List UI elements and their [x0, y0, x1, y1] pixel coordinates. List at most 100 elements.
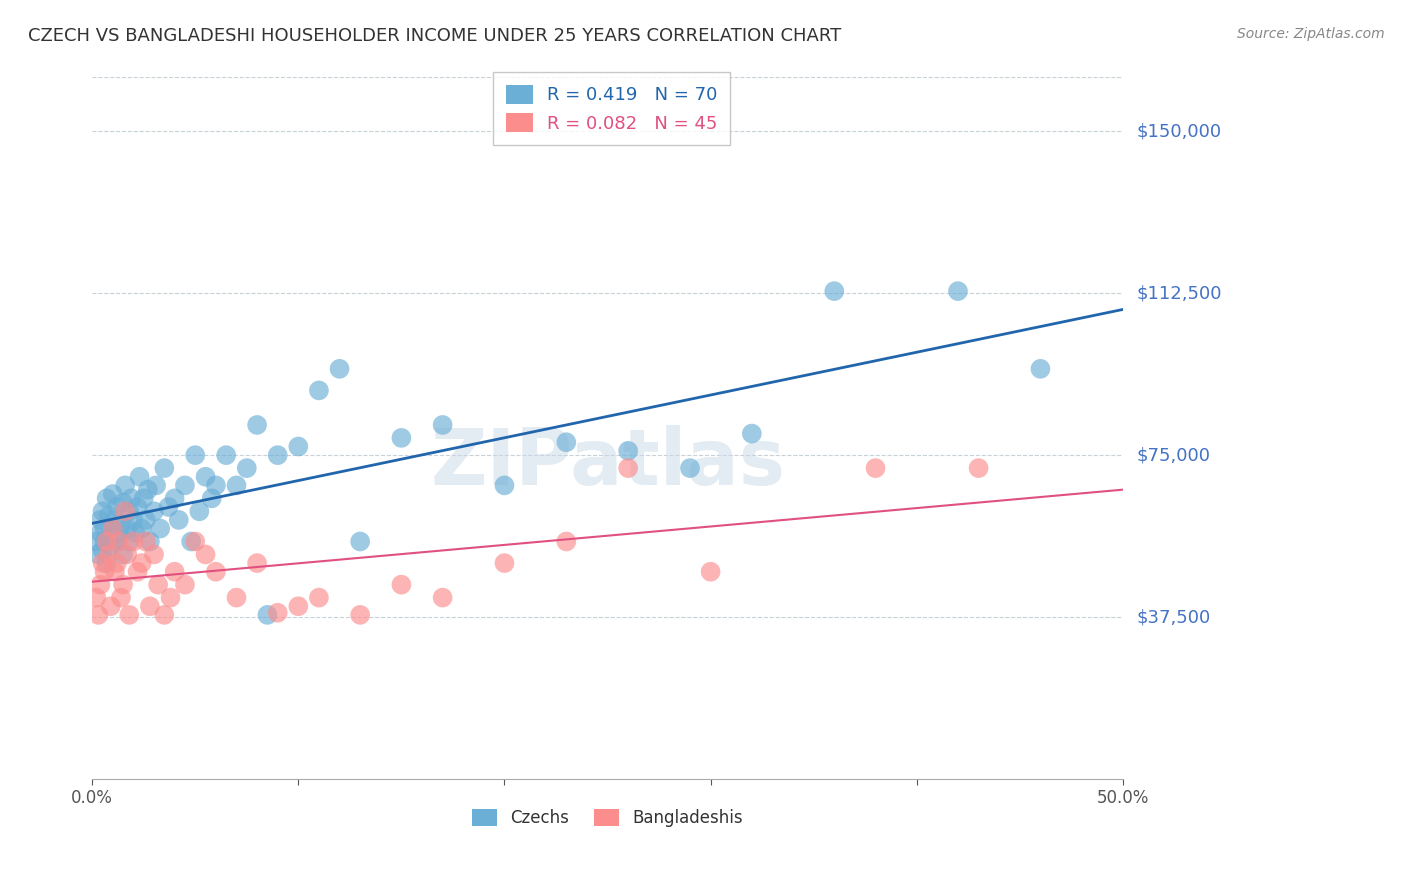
Bangladeshis	[153, 607, 176, 622]
Bangladeshis	[246, 556, 269, 570]
Czechs	[84, 534, 107, 549]
Czechs	[136, 483, 159, 497]
Bangladeshis	[555, 534, 578, 549]
Czechs	[122, 513, 145, 527]
Bangladeshis	[87, 607, 110, 622]
Czechs	[617, 443, 640, 458]
Bangladeshis	[194, 548, 217, 562]
Czechs	[246, 417, 269, 432]
Czechs	[115, 522, 138, 536]
Czechs	[389, 431, 412, 445]
Bangladeshis	[131, 556, 153, 570]
Czechs	[236, 461, 259, 475]
Bangladeshis	[96, 534, 118, 549]
Czechs	[118, 504, 141, 518]
Czechs	[267, 448, 290, 462]
Czechs	[91, 504, 114, 518]
Bangladeshis	[104, 565, 127, 579]
Legend: Czechs, Bangladeshis: Czechs, Bangladeshis	[465, 802, 749, 834]
Bangladeshis	[308, 591, 330, 605]
Czechs	[163, 491, 186, 506]
Czechs	[308, 384, 330, 398]
Czechs	[143, 504, 166, 518]
Text: $112,500: $112,500	[1137, 285, 1222, 302]
Bangladeshis	[108, 534, 131, 549]
Bangladeshis	[267, 606, 290, 620]
Czechs	[225, 478, 247, 492]
Czechs	[118, 534, 141, 549]
Bangladeshis	[122, 534, 145, 549]
Czechs	[205, 478, 228, 492]
Czechs	[104, 513, 127, 527]
Bangladeshis	[146, 577, 169, 591]
Bangladeshis	[967, 461, 990, 475]
Czechs	[432, 417, 454, 432]
Bangladeshis	[865, 461, 887, 475]
Czechs	[188, 504, 211, 518]
Bangladeshis	[174, 577, 197, 591]
Czechs	[149, 522, 172, 536]
Czechs	[87, 548, 110, 562]
Czechs	[100, 539, 122, 553]
Czechs	[153, 461, 176, 475]
Czechs	[96, 491, 118, 506]
Bangladeshis	[432, 591, 454, 605]
Bangladeshis	[163, 565, 186, 579]
Czechs	[215, 448, 238, 462]
Bangladeshis	[89, 577, 111, 591]
Bangladeshis	[127, 565, 149, 579]
Czechs	[494, 478, 516, 492]
Czechs	[174, 478, 197, 492]
Bangladeshis	[101, 522, 124, 536]
Czechs	[131, 522, 153, 536]
Bangladeshis	[112, 577, 135, 591]
Text: Source: ZipAtlas.com: Source: ZipAtlas.com	[1237, 27, 1385, 41]
Czechs	[108, 525, 131, 540]
Czechs	[96, 556, 118, 570]
Czechs	[89, 525, 111, 540]
Bangladeshis	[617, 461, 640, 475]
Bangladeshis	[389, 577, 412, 591]
Bangladeshis	[100, 599, 122, 614]
Czechs	[127, 500, 149, 514]
Bangladeshis	[114, 504, 136, 518]
Czechs	[97, 508, 120, 523]
Bangladeshis	[699, 565, 721, 579]
Czechs	[741, 426, 763, 441]
Text: $37,500: $37,500	[1137, 608, 1211, 626]
Text: ZIPatlas: ZIPatlas	[430, 425, 785, 501]
Czechs	[287, 440, 309, 454]
Czechs	[823, 284, 845, 298]
Czechs	[101, 487, 124, 501]
Czechs	[105, 500, 128, 514]
Bangladeshis	[97, 548, 120, 562]
Czechs	[328, 361, 350, 376]
Text: $75,000: $75,000	[1137, 446, 1211, 464]
Czechs	[946, 284, 969, 298]
Bangladeshis	[494, 556, 516, 570]
Czechs	[110, 517, 132, 532]
Bangladeshis	[139, 599, 162, 614]
Czechs	[157, 500, 180, 514]
Text: CZECH VS BANGLADESHI HOUSEHOLDER INCOME UNDER 25 YEARS CORRELATION CHART: CZECH VS BANGLADESHI HOUSEHOLDER INCOME …	[28, 27, 841, 45]
Czechs	[201, 491, 224, 506]
Czechs	[132, 491, 155, 506]
Czechs	[145, 478, 167, 492]
Czechs	[105, 534, 128, 549]
Bangladeshis	[105, 556, 128, 570]
Czechs	[180, 534, 202, 549]
Czechs	[91, 543, 114, 558]
Czechs	[184, 448, 207, 462]
Text: $150,000: $150,000	[1137, 122, 1222, 140]
Bangladeshis	[118, 607, 141, 622]
Czechs	[139, 534, 162, 549]
Czechs	[256, 607, 278, 622]
Czechs	[89, 513, 111, 527]
Bangladeshis	[159, 591, 181, 605]
Czechs	[679, 461, 702, 475]
Czechs	[128, 469, 150, 483]
Bangladeshis	[143, 548, 166, 562]
Czechs	[349, 534, 371, 549]
Czechs	[167, 513, 190, 527]
Czechs	[194, 469, 217, 483]
